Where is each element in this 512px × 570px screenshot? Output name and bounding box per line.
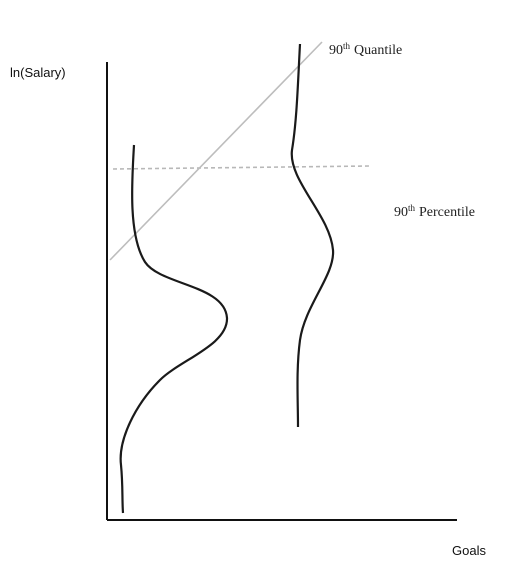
left-distribution-curve [119, 144, 229, 514]
percentile-label-number: 90 [394, 205, 408, 220]
y-axis-label: ln(Salary) [10, 65, 66, 80]
right-distribution-curve [290, 43, 335, 428]
percentile-line [112, 165, 371, 170]
x-axis-label: Goals [452, 543, 486, 558]
percentile-label-text: Percentile [419, 205, 475, 220]
percentile-label: 90th Percentile [394, 203, 475, 220]
quantile-label-number: 90 [329, 43, 343, 58]
quantile-line [109, 41, 323, 261]
quantile-label-sup: th [343, 41, 351, 51]
quantile-label: 90th Quantile [329, 41, 402, 58]
percentile-label-sup: th [408, 203, 416, 213]
quantile-label-text: Quantile [354, 43, 402, 58]
